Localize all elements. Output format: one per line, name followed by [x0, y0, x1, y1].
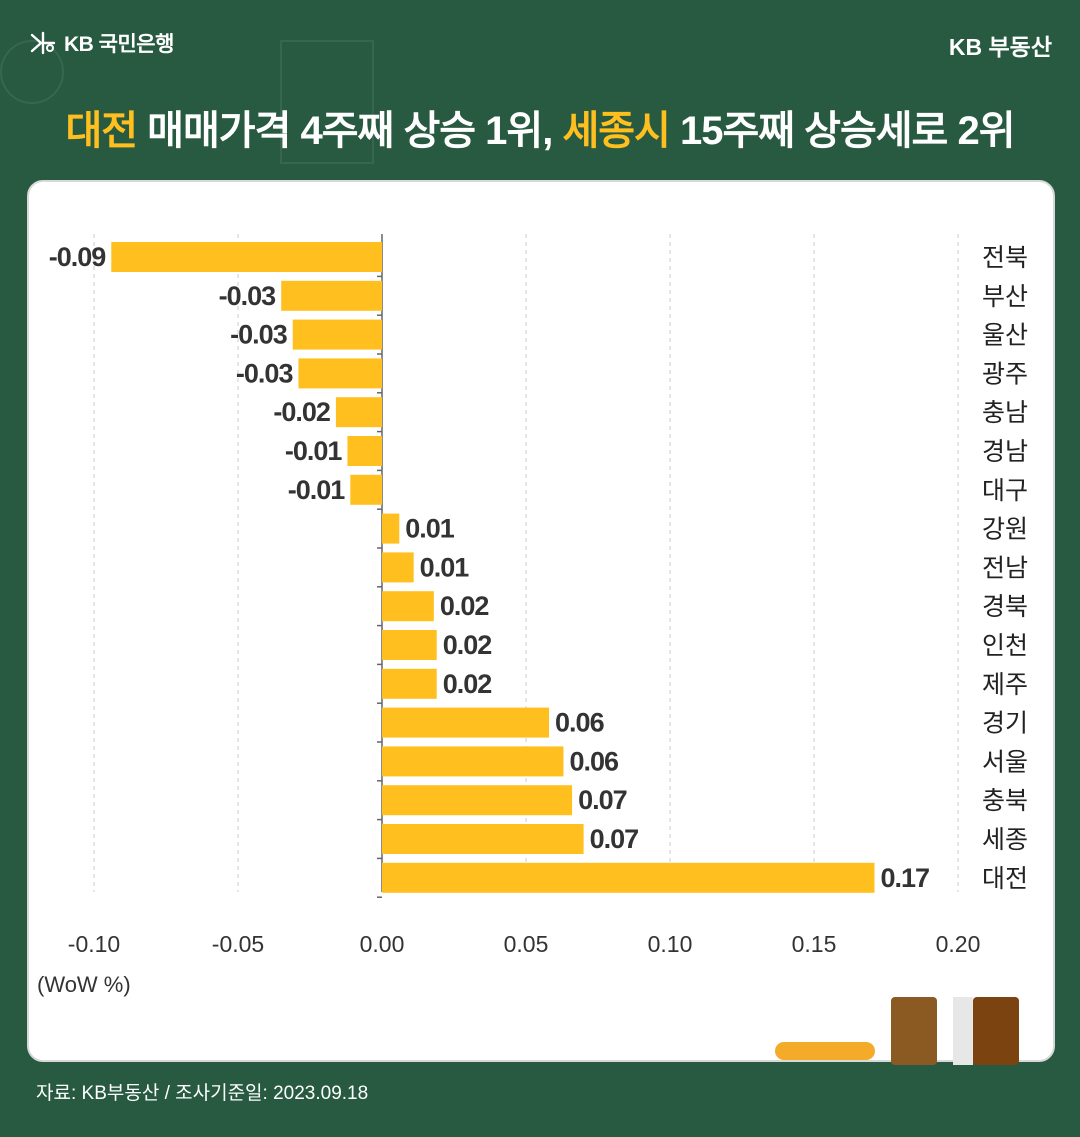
- background-building-deco: [280, 40, 374, 164]
- bar: [382, 668, 437, 699]
- headline-text-1: 매매가격 4주째 상승 1위,: [137, 109, 563, 153]
- data-label: -0.03: [236, 358, 294, 388]
- category-label: 부산: [982, 282, 1028, 311]
- data-label: -0.03: [219, 281, 277, 311]
- decoration-pill: [775, 1042, 875, 1060]
- headline-text-2: 15주째 상승세로 2위: [669, 109, 1016, 153]
- bar: [350, 474, 382, 505]
- bar: [382, 785, 573, 816]
- bar-chart: -0.10 -0.05 0.00 0.05 0.10 0.15 0.20 -0.09 전북 -0.…: [49, 234, 1028, 957]
- bar: [382, 591, 434, 622]
- kb-logo: KB 국민은행: [28, 28, 174, 58]
- decoration-book: [891, 997, 937, 1065]
- data-label: 0.01: [405, 514, 455, 544]
- data-label: -0.02: [273, 397, 330, 427]
- data-label: 0.07: [590, 824, 639, 854]
- category-label: 대전: [982, 864, 1028, 893]
- category-label: 광주: [982, 359, 1028, 388]
- category-label: 전남: [982, 553, 1028, 582]
- x-tick-label: -0.05: [212, 931, 264, 957]
- category-label: 세종: [982, 825, 1028, 854]
- top-bar: KB 국민은행 KB 부동산: [0, 0, 1080, 80]
- kb-star-icon: [30, 31, 56, 55]
- category-label: 충남: [982, 398, 1028, 427]
- bar: [281, 280, 382, 311]
- category-label: 대구: [982, 476, 1028, 505]
- decoration-book: [973, 997, 1019, 1065]
- category-label: 경북: [982, 592, 1028, 621]
- bar: [335, 397, 382, 428]
- bar: [298, 358, 382, 389]
- data-label: 0.02: [440, 591, 489, 621]
- bar: [382, 552, 414, 583]
- logo-text: KB 국민은행: [64, 33, 174, 56]
- bar: [292, 319, 382, 350]
- bar: [347, 436, 382, 466]
- data-label: -0.03: [230, 320, 288, 350]
- decoration-book: [953, 997, 973, 1065]
- headline: 대전 매매가격 4주째 상승 1위, 세종시 15주째 상승세로 2위: [0, 98, 1080, 156]
- category-label: 서울: [982, 747, 1028, 776]
- unit-label: (WoW %): [37, 972, 131, 997]
- data-label: -0.01: [288, 475, 346, 505]
- source-note: 자료: KB부동산 / 조사기준일: 2023.09.18: [36, 1083, 369, 1104]
- category-label: 인천: [982, 631, 1028, 660]
- category-label: 충북: [982, 786, 1028, 815]
- x-tick-label: 0.05: [504, 931, 549, 957]
- x-tick-label: 0.00: [360, 931, 405, 957]
- category-label: 강원: [982, 515, 1028, 544]
- brand-label: KB 부동산: [948, 34, 1052, 60]
- bar: [382, 513, 400, 544]
- background-circle-deco: [0, 40, 64, 104]
- bar: [382, 824, 584, 854]
- chart-card: -0.10 -0.05 0.00 0.05 0.10 0.15 0.20 -0.09 전북 -0.…: [27, 180, 1055, 1065]
- x-tick-label: 0.15: [792, 931, 837, 957]
- category-label: 경기: [982, 709, 1028, 738]
- data-label: 0.02: [443, 630, 492, 660]
- data-label: 0.06: [569, 746, 619, 776]
- category-label: 경남: [982, 437, 1028, 466]
- data-label: 0.07: [578, 785, 627, 815]
- data-label: 0.17: [880, 863, 929, 893]
- data-label: 0.02: [443, 669, 492, 699]
- data-label: -0.09: [49, 242, 107, 272]
- category-label: 전북: [982, 243, 1028, 272]
- headline-accent-sejong: 세종시: [562, 109, 670, 153]
- x-tick-label: 0.10: [648, 931, 693, 957]
- data-label: 0.06: [555, 708, 605, 738]
- headline-accent-daejeon: 대전: [65, 109, 138, 153]
- bar: [382, 862, 875, 893]
- data-label: -0.01: [285, 436, 343, 466]
- bar: [382, 746, 564, 777]
- x-tick-label: 0.20: [936, 931, 981, 957]
- x-tick-label: -0.10: [68, 931, 120, 957]
- bar: [382, 630, 437, 660]
- bar: [382, 707, 550, 738]
- bar: [111, 242, 382, 272]
- category-label: 제주: [982, 670, 1028, 699]
- data-label: 0.01: [420, 552, 470, 582]
- category-label: 울산: [982, 321, 1028, 350]
